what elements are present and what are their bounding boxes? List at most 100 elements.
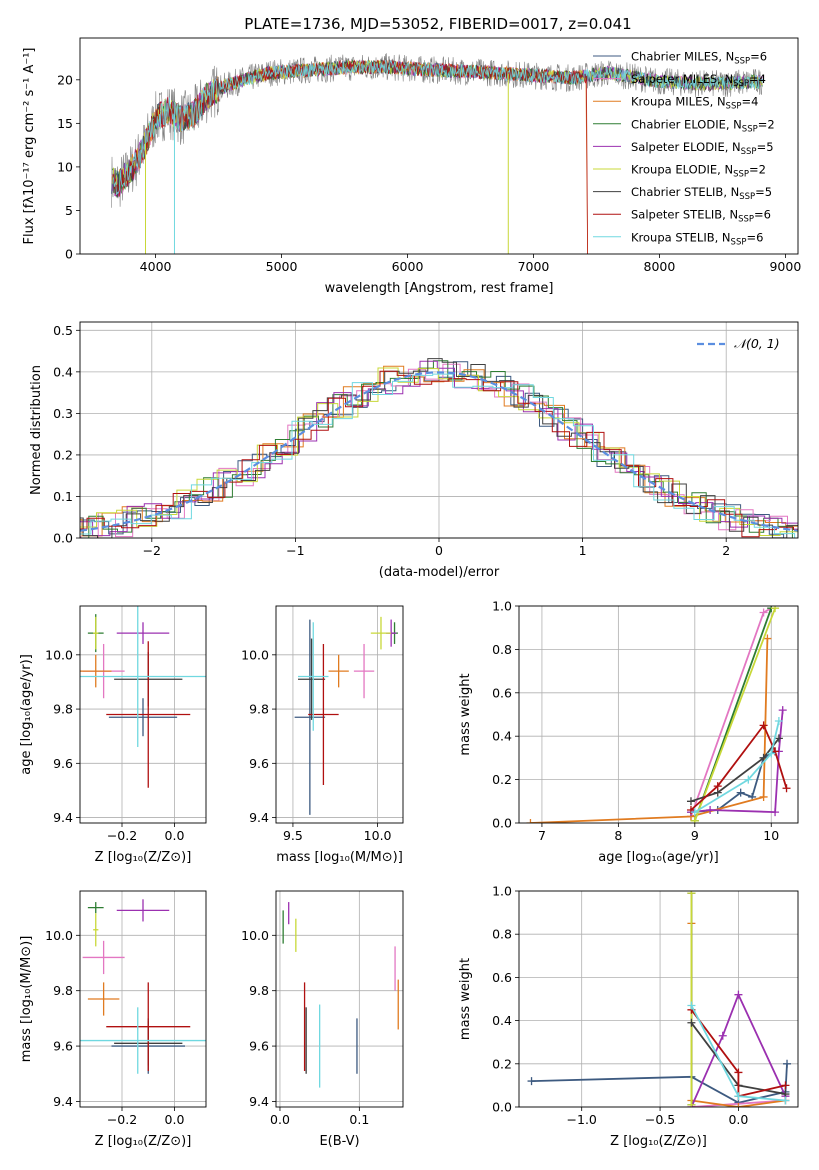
y-tick-label: 9.4 xyxy=(249,1094,269,1109)
x-tick-label: 7000 xyxy=(518,259,550,274)
panel-residual-distribution: −2 −1 0 1 2 0.0 0.1 0.2 0.3 0.4 0.5 (data-model)/er… xyxy=(29,321,799,580)
errorbar-kroupa-stelib xyxy=(80,1007,206,1074)
legend-entry: Chabrier ELODIE, NSSP=2 xyxy=(631,117,775,134)
x-tick-label: 5000 xyxy=(266,259,298,274)
panel-age-vs-Z: −0.2 0.0 9.4 9.6 9.8 10.0 Z [log₁₀(Z/Z⊙)] age [… xyxy=(19,605,207,865)
legend-label: Salpeter MILES, N xyxy=(631,72,733,86)
weight-point-marker xyxy=(759,721,768,730)
weight-point-marker xyxy=(526,819,535,823)
y-tick-label: 0.2 xyxy=(492,772,512,787)
legend-count: =4 xyxy=(749,72,766,86)
weight-point-marker xyxy=(759,608,768,617)
weight-point-marker xyxy=(687,1100,696,1107)
weight-point-marker xyxy=(734,1103,743,1107)
weight-kroupa-stelib-line xyxy=(694,720,780,813)
axes-frame xyxy=(518,890,799,1108)
errorbar-salpeter-miles xyxy=(82,940,125,975)
x-tick-label: −0.5 xyxy=(645,1112,675,1127)
legend-count: =6 xyxy=(746,230,763,244)
plot-area xyxy=(80,899,206,1074)
y-tick-label: 0.6 xyxy=(492,970,512,985)
x-tick-label: −1.0 xyxy=(567,1112,597,1127)
y-axis-label: mass [log₁₀(M/M⊙)] xyxy=(19,936,34,1063)
weight-point-marker xyxy=(736,788,745,797)
x-tick-label: 9000 xyxy=(769,259,801,274)
plot-area xyxy=(80,358,798,538)
plot-area xyxy=(294,616,398,815)
y-tick-label: 9.8 xyxy=(249,702,269,717)
weight-salpeter-stelib-line xyxy=(690,723,788,811)
x-tick-label: 9.5 xyxy=(283,828,303,843)
x-axis-label: Z [log₁₀(Z/Z⊙)] xyxy=(95,850,192,865)
legend-label: Chabrier MILES, N xyxy=(631,50,734,64)
errorbar-salpeter-miles xyxy=(353,643,375,699)
normal-curve-line xyxy=(80,371,798,532)
y-axis-label: mass weight xyxy=(458,673,473,755)
errorbar-kroupa-miles xyxy=(87,982,120,1016)
y-tick-label: 10 xyxy=(57,159,73,174)
legend-entry: Kroupa MILES, NSSP=4 xyxy=(631,95,758,112)
y-tick-label: 10.0 xyxy=(241,647,269,662)
weight-point-marker xyxy=(744,775,753,784)
x-axis-label: mass [log₁₀(M/M⊙)] xyxy=(276,850,403,865)
legend-count: =6 xyxy=(754,208,771,222)
axes-frame xyxy=(79,37,799,255)
y-tick-label: 10.0 xyxy=(241,928,269,943)
errorbar-salpeter-elodie xyxy=(116,899,170,922)
y-axis-label: Flux [fλ10⁻¹⁷ erg cm⁻² s⁻¹ A⁻¹] xyxy=(22,48,37,245)
y-tick-label: 0.0 xyxy=(492,816,512,831)
legend-entry: Chabrier STELIB, NSSP=5 xyxy=(631,185,772,202)
y-tick-label: 10.0 xyxy=(45,928,73,943)
errorbar-chabrier-stelib xyxy=(298,638,326,720)
x-axis-label: age [log₁₀(age/yr)] xyxy=(598,850,719,865)
legend-subscript: SSP xyxy=(733,79,749,89)
x-tick-label: 4000 xyxy=(140,259,172,274)
y-tick-label: 1.0 xyxy=(492,884,512,899)
errorbar-kroupa-miles xyxy=(80,654,112,688)
histogram-salpeter-elodie-line xyxy=(80,360,798,537)
panel-spectrum: 4000 5000 6000 7000 8000 9000 0 5 10 15 20 waveleng… xyxy=(22,37,801,296)
weight-kroupa-elodie-line xyxy=(693,607,776,822)
panel-mass-vs-EBV: 0.0 0.1 9.4 9.6 9.8 10.0 E(B-V) xyxy=(241,890,404,1149)
x-tick-label: 8 xyxy=(614,828,622,843)
y-tick-label: 0 xyxy=(65,247,73,262)
legend-label: Kroupa ELODIE, N xyxy=(631,163,733,177)
plot-area xyxy=(527,891,792,1107)
weight-point-marker xyxy=(782,784,791,793)
y-tick-label: 0.1 xyxy=(53,489,73,504)
weight-point-marker xyxy=(781,1081,790,1090)
y-tick-label: 9.8 xyxy=(53,702,73,717)
axes-frame xyxy=(79,605,207,824)
y-tick-label: 0.4 xyxy=(492,729,512,744)
x-tick-label: −1 xyxy=(286,543,304,558)
x-tick-label: −2 xyxy=(143,543,161,558)
y-tick-label: 10.0 xyxy=(45,647,73,662)
weight-point-marker xyxy=(713,782,722,791)
errorbar-kroupa-elodie xyxy=(370,616,392,650)
y-tick-label: 9.6 xyxy=(53,756,73,771)
legend-label: Chabrier ELODIE, N xyxy=(631,117,742,131)
x-tick-label: 10.0 xyxy=(364,828,392,843)
x-tick-label: 0.0 xyxy=(728,1112,748,1127)
histogram-chabrier-stelib-line xyxy=(80,358,798,538)
weight-salpeter-stelib-line xyxy=(690,1009,786,1098)
y-tick-label: 0.5 xyxy=(53,323,73,338)
x-tick-label: 0.0 xyxy=(165,1112,185,1127)
figure-title: PLATE=1736, MJD=53052, FIBERID=0017, z=0… xyxy=(244,15,631,33)
x-tick-label: 0.0 xyxy=(165,828,185,843)
weight-point-marker xyxy=(706,805,715,814)
panel-age-vs-mass: 9.5 10.0 9.4 9.6 9.8 10.0 mass [log₁₀(M/M⊙)] xyxy=(241,605,404,865)
y-axis-label: age [log₁₀(age/yr)] xyxy=(19,654,34,775)
legend-subscript: SSP xyxy=(739,192,755,202)
weight-point-marker xyxy=(759,792,768,801)
legend-entry: Salpeter STELIB, NSSP=6 xyxy=(631,208,771,225)
y-tick-label: 9.6 xyxy=(53,1039,73,1054)
x-axis-label: E(B-V) xyxy=(319,1134,359,1149)
y-tick-label: 9.6 xyxy=(249,756,269,771)
errorbar-kroupa-elodie xyxy=(93,913,99,947)
panel-mass-weight-vs-Z: −1.0 −0.5 0.0 0.0 0.2 0.4 0.6 0.8 1.0 Z [log₁₀(Z/… xyxy=(458,884,799,1149)
plot-area xyxy=(282,902,399,1088)
weight-kroupa-miles-line xyxy=(530,638,769,823)
y-tick-label: 0.2 xyxy=(53,447,73,462)
weight-point-marker xyxy=(687,1018,696,1027)
